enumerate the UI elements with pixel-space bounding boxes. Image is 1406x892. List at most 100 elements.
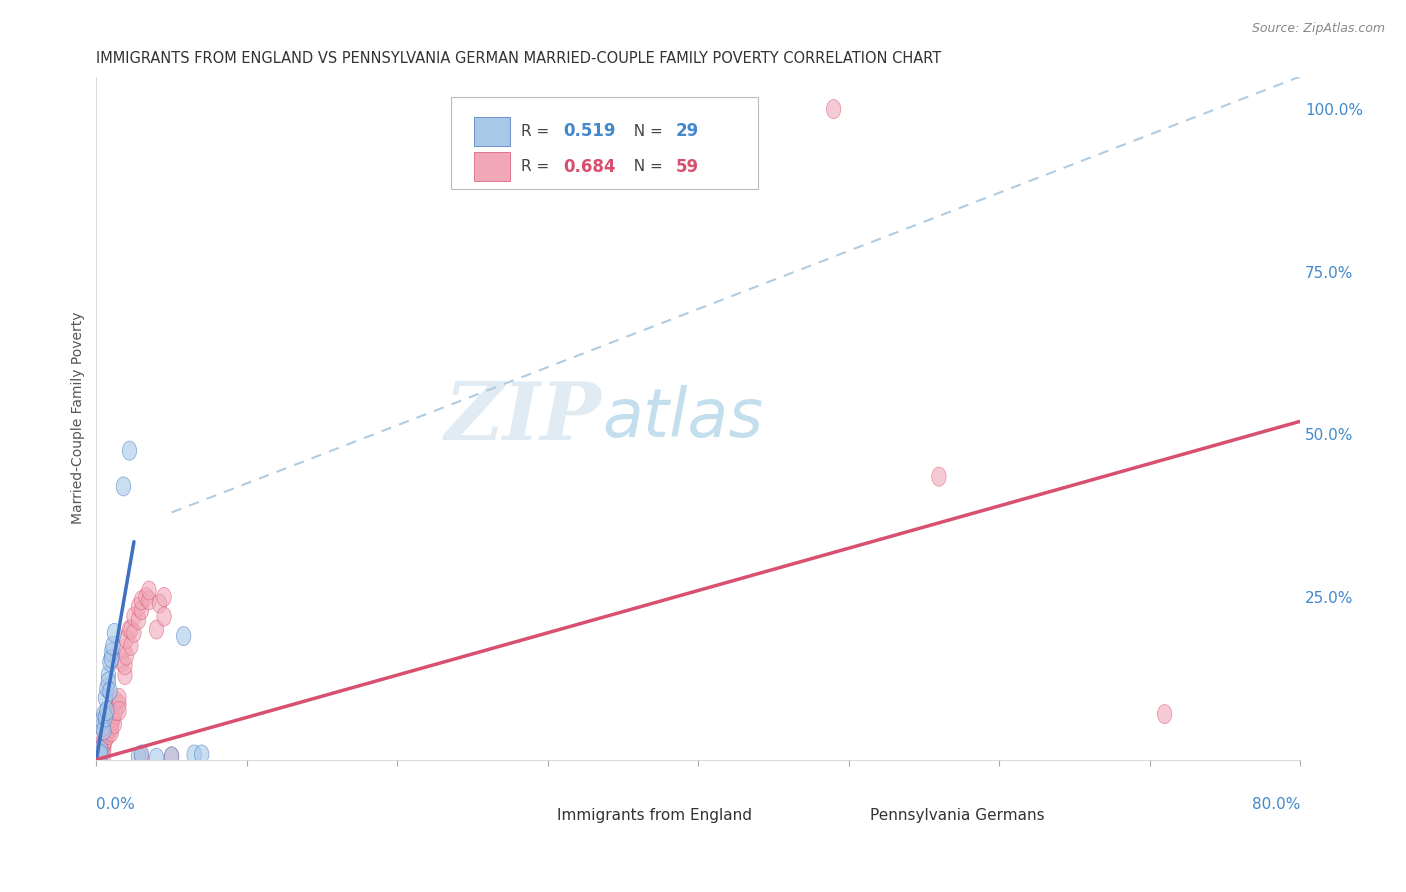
Ellipse shape [101,665,115,685]
Ellipse shape [932,467,946,486]
FancyBboxPatch shape [474,117,510,145]
Ellipse shape [149,748,163,767]
Ellipse shape [104,714,118,733]
Text: N =: N = [623,124,668,139]
Text: Pennsylvania Germans: Pennsylvania Germans [870,808,1045,823]
Text: 0.0%: 0.0% [97,797,135,813]
Ellipse shape [108,691,124,711]
Ellipse shape [187,745,201,764]
Ellipse shape [131,610,146,630]
Text: N =: N = [623,160,668,174]
Ellipse shape [100,679,114,698]
Ellipse shape [105,711,120,731]
Ellipse shape [103,681,117,701]
Ellipse shape [149,620,163,639]
Ellipse shape [122,441,136,460]
Ellipse shape [90,748,105,767]
Ellipse shape [127,607,141,626]
Ellipse shape [134,591,149,610]
Ellipse shape [827,100,841,119]
Ellipse shape [101,721,115,740]
Text: IMMIGRANTS FROM ENGLAND VS PENNSYLVANIA GERMAN MARRIED-COUPLE FAMILY POVERTY COR: IMMIGRANTS FROM ENGLAND VS PENNSYLVANIA … [97,51,942,66]
Ellipse shape [103,717,117,737]
Ellipse shape [98,725,112,745]
Ellipse shape [96,737,110,756]
Ellipse shape [131,598,146,616]
Text: ZIP: ZIP [446,379,602,457]
Ellipse shape [157,588,172,607]
Ellipse shape [142,591,156,610]
Ellipse shape [107,624,122,642]
Ellipse shape [107,705,122,723]
Ellipse shape [96,734,110,753]
Ellipse shape [97,739,111,757]
Ellipse shape [111,701,127,721]
Text: atlas: atlas [602,385,763,451]
Ellipse shape [94,740,108,759]
Ellipse shape [118,656,132,675]
Ellipse shape [98,731,112,749]
Ellipse shape [94,740,108,759]
Ellipse shape [97,721,111,740]
Ellipse shape [96,717,110,737]
Ellipse shape [93,747,107,765]
Ellipse shape [105,708,120,727]
Ellipse shape [118,665,132,685]
Ellipse shape [176,626,191,646]
Ellipse shape [90,747,105,766]
Ellipse shape [93,742,107,762]
Ellipse shape [117,640,131,658]
Ellipse shape [101,672,115,691]
Ellipse shape [134,747,149,766]
FancyBboxPatch shape [523,804,551,827]
Ellipse shape [94,744,108,763]
Ellipse shape [124,636,138,656]
Text: Immigrants from England: Immigrants from England [557,808,752,823]
Ellipse shape [1157,705,1171,723]
Text: 0.684: 0.684 [564,158,616,176]
FancyBboxPatch shape [835,804,865,827]
Ellipse shape [165,747,179,766]
Ellipse shape [117,477,131,496]
Ellipse shape [98,708,112,727]
Ellipse shape [104,649,118,668]
Ellipse shape [94,745,108,764]
Ellipse shape [101,725,115,745]
Ellipse shape [108,701,124,721]
Ellipse shape [111,695,127,714]
Ellipse shape [97,734,111,753]
Ellipse shape [152,594,167,613]
Ellipse shape [122,620,136,639]
Ellipse shape [100,723,114,742]
Y-axis label: Married-Couple Family Poverty: Married-Couple Family Poverty [72,312,86,524]
Ellipse shape [103,653,117,672]
Ellipse shape [115,653,129,672]
Ellipse shape [139,588,153,607]
Ellipse shape [90,745,105,764]
Ellipse shape [107,714,122,733]
Ellipse shape [142,581,156,600]
Ellipse shape [104,719,118,738]
Ellipse shape [120,630,134,648]
Ellipse shape [124,620,138,639]
Ellipse shape [96,711,110,731]
Text: R =: R = [522,160,554,174]
Text: 59: 59 [675,158,699,176]
Ellipse shape [165,747,179,766]
Ellipse shape [134,745,149,764]
Ellipse shape [104,643,118,662]
FancyBboxPatch shape [474,153,510,181]
Ellipse shape [96,742,110,762]
Ellipse shape [97,705,111,723]
Ellipse shape [157,607,172,626]
Ellipse shape [105,636,120,656]
Ellipse shape [194,745,209,764]
Ellipse shape [93,744,107,763]
Text: Source: ZipAtlas.com: Source: ZipAtlas.com [1251,22,1385,36]
Ellipse shape [127,624,141,642]
Ellipse shape [134,600,149,620]
Ellipse shape [104,723,118,742]
Text: 29: 29 [675,122,699,140]
Text: 0.519: 0.519 [564,122,616,140]
Ellipse shape [131,747,146,766]
